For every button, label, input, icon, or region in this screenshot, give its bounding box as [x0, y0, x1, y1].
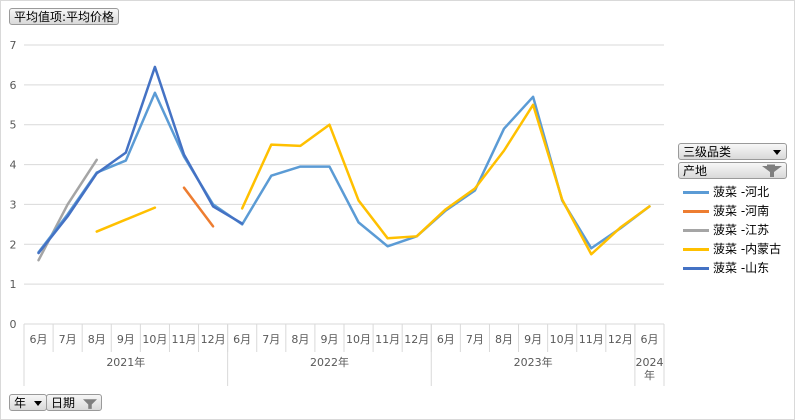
- x-tick-label: 6月: [233, 333, 251, 346]
- legend-item: 菠菜 -河南: [683, 202, 769, 220]
- legend-label: 菠菜 -河北: [713, 185, 770, 199]
- x-tick-label: 6月: [437, 333, 455, 346]
- y-tick-label: 0: [10, 318, 17, 331]
- series-line: [37, 65, 244, 255]
- y-tick-label: 2: [10, 238, 17, 251]
- filter-icon: [762, 164, 782, 177]
- series-field-button[interactable]: 产地: [678, 162, 787, 179]
- date-field-button[interactable]: 日期: [46, 394, 102, 411]
- category-field-button[interactable]: 三级品类: [678, 143, 787, 160]
- legend-label: 菠菜 -河南: [713, 204, 770, 218]
- value-field-label: 平均值项:平均价格: [14, 10, 115, 24]
- x-tick-label: 8月: [495, 333, 513, 346]
- legend-swatch: [683, 210, 709, 213]
- y-tick-label: 6: [10, 79, 17, 92]
- legend-swatch: [683, 248, 709, 251]
- x-tick-label: 12月: [201, 333, 226, 346]
- series-line: [95, 206, 157, 233]
- legend-item: 菠菜 -内蒙古: [683, 240, 781, 258]
- y-tick-label: 4: [10, 159, 17, 172]
- x-tick-label: 6月: [640, 333, 658, 346]
- year-label: 2022年: [310, 355, 349, 369]
- x-tick-label: 9月: [117, 333, 135, 346]
- value-field-button[interactable]: 平均值项:平均价格: [9, 8, 120, 25]
- year-label: 2023年: [514, 355, 553, 369]
- legend-item: 菠菜 -江苏: [683, 221, 769, 239]
- x-tick-label: 8月: [291, 333, 309, 346]
- year-label: 2024 年: [635, 356, 663, 382]
- series-line: [182, 186, 215, 228]
- year-label: 2021年: [106, 355, 145, 369]
- x-tick-label: 10月: [550, 333, 575, 346]
- x-tick-label: 7月: [59, 333, 77, 346]
- x-tick-label: 12月: [608, 333, 633, 346]
- x-tick-label: 11月: [172, 333, 197, 346]
- x-tick-label: 9月: [524, 333, 542, 346]
- legend-item: 菠菜 -山东: [683, 259, 769, 277]
- date-field-label: 日期: [51, 396, 76, 410]
- x-tick-label: 8月: [88, 333, 106, 346]
- legend-swatch: [683, 229, 709, 232]
- x-tick-label: 9月: [320, 333, 338, 346]
- legend-label: 菠菜 -内蒙古: [713, 242, 782, 256]
- legend-item: 菠菜 -河北: [683, 183, 769, 201]
- x-tick-label: 11月: [579, 333, 604, 346]
- x-tick-label: 11月: [375, 333, 400, 346]
- x-tick-label: 6月: [30, 333, 48, 346]
- category-field-label: 三级品类: [683, 145, 732, 159]
- legend-label: 菠菜 -山东: [713, 261, 770, 275]
- chevron-down-icon: [33, 401, 42, 406]
- x-tick-label: 12月: [404, 333, 429, 346]
- series-line: [37, 158, 98, 262]
- x-tick-label: 7月: [466, 333, 484, 346]
- year-field-label: 年: [14, 396, 27, 410]
- legend-label: 菠菜 -江苏: [713, 223, 770, 237]
- legend-swatch: [683, 191, 709, 194]
- x-tick-label: 7月: [262, 333, 280, 346]
- series-line: [37, 91, 651, 254]
- x-tick-label: 10月: [346, 333, 371, 346]
- series-line: [240, 103, 651, 256]
- legend-swatch: [683, 267, 709, 270]
- y-tick-label: 5: [10, 119, 17, 132]
- y-tick-label: 3: [10, 198, 17, 211]
- series-field-label: 产地: [683, 164, 708, 178]
- filter-icon: [82, 398, 97, 409]
- y-tick-label: 7: [10, 39, 17, 52]
- y-tick-label: 1: [10, 278, 17, 291]
- chevron-down-icon: [773, 150, 781, 155]
- x-tick-label: 10月: [142, 333, 167, 346]
